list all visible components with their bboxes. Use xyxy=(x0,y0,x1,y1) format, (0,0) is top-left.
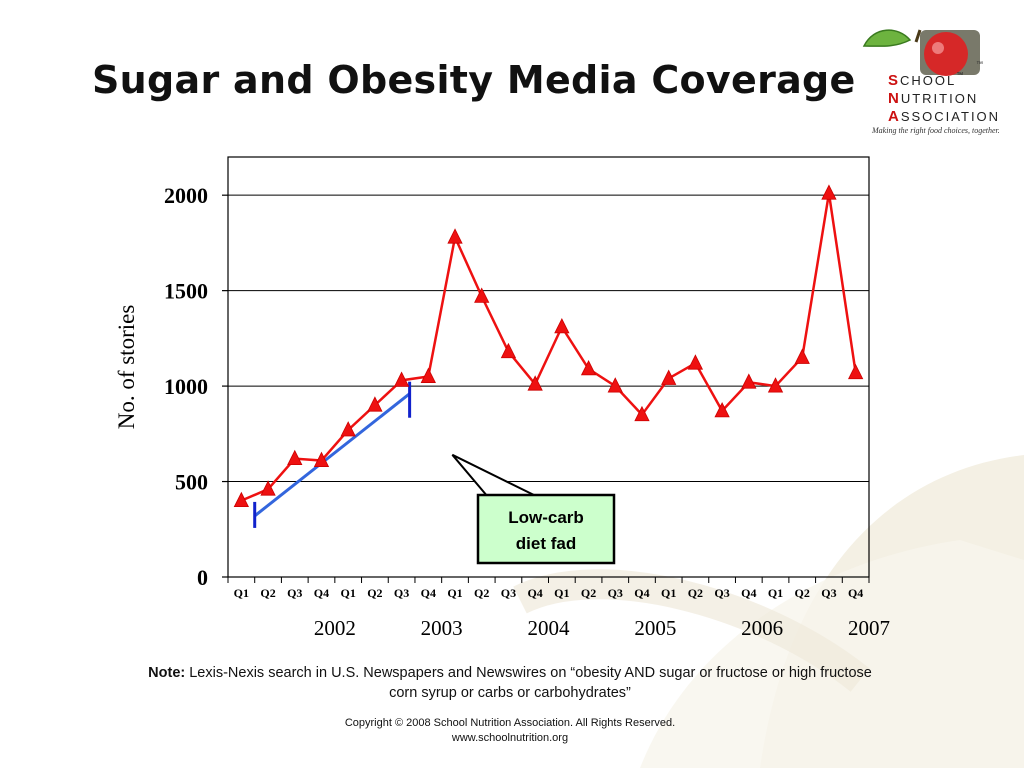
data-point xyxy=(500,342,517,359)
year-label: 2006 xyxy=(741,616,783,640)
data-point xyxy=(554,318,570,334)
footnote: Note: Lexis-Nexis search in U.S. Newspap… xyxy=(140,663,880,703)
x-tick-label: Q3 xyxy=(394,586,409,600)
x-tick-label: Q2 xyxy=(474,586,489,600)
x-tick-label: Q1 xyxy=(341,586,356,600)
x-tick-label: Q2 xyxy=(688,586,703,600)
x-tick-label: Q3 xyxy=(287,586,302,600)
footnote-text: Lexis-Nexis search in U.S. Newspapers an… xyxy=(185,665,872,701)
x-tick-label: Q3 xyxy=(501,586,516,600)
data-point xyxy=(287,449,303,466)
x-tick-label: Q4 xyxy=(527,586,542,600)
data-point xyxy=(607,377,623,393)
axis-layer: 0 500 1000 1500 2000 Q1 Q2 Q3 Q4 Q1 Q2 Q3 Q4 Q1 Q2 Q3 Q4… xyxy=(164,183,890,640)
data-point xyxy=(233,491,250,508)
footnote-label: Note: xyxy=(148,665,186,681)
x-tick-label: Q3 xyxy=(608,586,623,600)
data-point xyxy=(420,367,436,383)
data-point xyxy=(767,377,784,393)
y-tick-label: 500 xyxy=(175,470,208,495)
data-point xyxy=(474,287,490,303)
x-tick-label: Q1 xyxy=(447,586,462,600)
logo-line-association: ASSOCIATION xyxy=(888,108,1001,125)
y-tick-label: 2000 xyxy=(164,183,208,208)
x-tick-label: Q2 xyxy=(367,586,382,600)
apple-logo-icon: ™ xyxy=(862,29,983,76)
x-tick-label: Q3 xyxy=(714,586,729,600)
copyright: Copyright © 2008 School Nutrition Associ… xyxy=(300,716,720,746)
y-tick-label: 1500 xyxy=(164,279,208,304)
grid-layer xyxy=(228,194,869,483)
x-tick-label: Q1 xyxy=(554,586,569,600)
data-point xyxy=(580,360,597,376)
callout-pointer xyxy=(451,453,539,498)
y-tick-label: 1000 xyxy=(164,374,208,399)
data-point xyxy=(634,405,650,422)
data-point xyxy=(367,396,383,412)
x-tick-label: Q3 xyxy=(821,586,836,600)
data-point xyxy=(527,375,543,391)
data-point xyxy=(847,363,864,380)
data-point xyxy=(741,373,757,389)
x-tick-label: Q4 xyxy=(634,586,649,600)
x-tick-label: Q4 xyxy=(421,586,436,600)
year-label: 2007 xyxy=(848,616,890,640)
x-tick-label: Q2 xyxy=(260,586,275,600)
year-label: 2005 xyxy=(634,616,676,640)
data-point xyxy=(714,402,730,418)
data-point xyxy=(661,369,677,385)
trend-layer xyxy=(253,381,412,528)
trend-line xyxy=(253,392,411,518)
data-point xyxy=(340,421,356,437)
data-point xyxy=(821,184,837,200)
x-tick-label: Q2 xyxy=(795,586,810,600)
copyright-line: Copyright © 2008 School Nutrition Associ… xyxy=(344,717,676,729)
x-tick-label: Q1 xyxy=(234,586,249,600)
website-line: www.schoolnutrition.org xyxy=(451,732,569,744)
year-label: 2002 xyxy=(314,616,356,640)
y-axis-label: No. of stories xyxy=(114,305,139,430)
data-point xyxy=(794,348,810,364)
x-tick-label: Q4 xyxy=(848,586,863,600)
svg-text:™: ™ xyxy=(976,61,983,68)
slide-title: Sugar and Obesity Media Coverage xyxy=(92,58,856,102)
callout-layer: Low-carb diet fad xyxy=(451,453,616,565)
x-tick-label: Q4 xyxy=(314,586,329,600)
year-label: 2004 xyxy=(528,616,571,640)
x-tick-label: Q2 xyxy=(581,586,596,600)
data-point xyxy=(313,451,330,467)
callout-text-line-2: diet fad xyxy=(516,534,576,553)
year-label: 2003 xyxy=(421,616,463,640)
logo-line-nutrition: NUTRITION xyxy=(888,90,979,107)
x-tick-label: Q1 xyxy=(661,586,676,600)
series-layer xyxy=(233,184,864,508)
data-point xyxy=(687,354,704,370)
data-point xyxy=(260,480,276,496)
callout-box xyxy=(476,493,616,565)
x-tick-label: Q4 xyxy=(741,586,756,600)
x-tick-label: Q1 xyxy=(768,586,783,600)
logo-line-school: SCHOOL™ xyxy=(888,72,964,89)
y-tick-label: 0 xyxy=(197,565,208,590)
data-point xyxy=(447,228,463,244)
logo-tagline: Making the right food choices, together. xyxy=(872,126,1000,135)
callout-text-line-1: Low-carb xyxy=(508,508,584,527)
data-point xyxy=(393,371,410,387)
